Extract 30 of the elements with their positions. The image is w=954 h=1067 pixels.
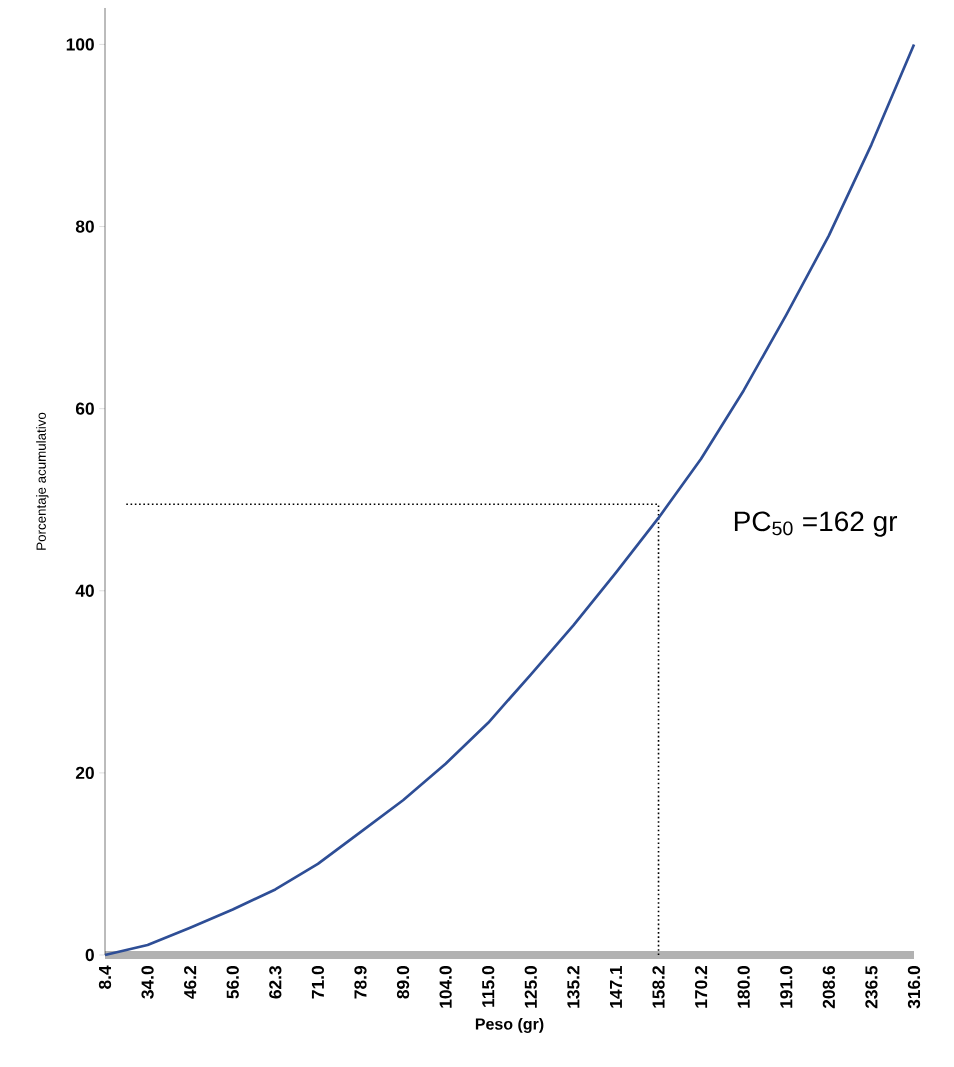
x-tick-label: 104.0	[439, 966, 452, 1008]
x-tick-label: 89.0	[396, 966, 410, 999]
y-tick-label: 40	[75, 584, 94, 597]
x-tick-label: 71.0	[311, 966, 325, 999]
y-tick-label: 100	[66, 38, 94, 51]
line-series	[103, 43, 916, 957]
x-tick-label: 236.5	[865, 965, 878, 1009]
x-tick-label: 46.2	[184, 966, 197, 999]
x-tick-label: 180.0	[737, 966, 750, 1008]
x-tick-label: 34.0	[141, 966, 154, 999]
x-tick-label: 125.0	[524, 966, 537, 1008]
x-tick-label: 78.9	[354, 966, 367, 999]
x-tick-label: 62.3	[269, 966, 282, 999]
x-tick-label: 8.4	[98, 965, 112, 989]
x-tick-label: 147.1	[609, 965, 622, 1008]
x-axis-title: Peso (gr)	[475, 1017, 544, 1033]
x-tick-label: 208.6	[822, 966, 835, 1009]
x-tick-label: 158.2	[652, 966, 665, 1008]
x-tick-label: 316.0	[907, 966, 921, 1009]
x-tick-label: 56.0	[226, 966, 239, 999]
y-axis-title: Porcentaje acumulativo	[36, 412, 49, 550]
y-tick-label: 80	[75, 220, 94, 233]
x-tick-label: 115.0	[482, 966, 495, 1007]
y-tick-label: 20	[75, 766, 94, 780]
x-tick-label: 170.2	[694, 966, 708, 1008]
y-tick-label: 60	[75, 402, 94, 415]
x-tick-label: 191.0	[780, 966, 793, 1008]
annotation: PC$_{50}$ =162 gr	[734, 511, 898, 537]
y-tick-label: 0	[85, 948, 94, 962]
x-tick-label: 135.2	[567, 966, 580, 1008]
